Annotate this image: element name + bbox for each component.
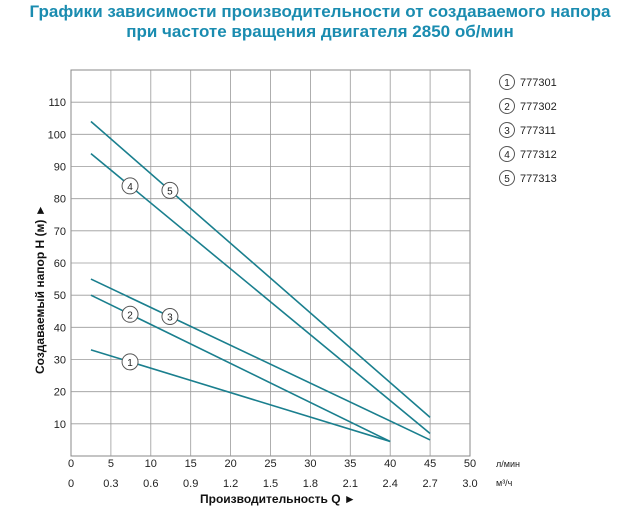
x-tick-label: 5 [108, 458, 114, 470]
x2-tick-label: 1.2 [223, 478, 238, 490]
legend-item-5: 5 777313 [499, 170, 557, 186]
y-tick-label: 90 [54, 162, 66, 174]
svg-text:2: 2 [504, 102, 510, 113]
series-marker-3: 3 [161, 308, 179, 326]
y-tick-label: 50 [54, 290, 66, 302]
y-tick-label: 10 [54, 419, 66, 431]
x-unit-label: л/мин [496, 459, 520, 469]
series-marker-1: 1 [121, 353, 139, 371]
x-tick-label: 20 [224, 458, 236, 470]
y-axis-label: Создаваемый напор H (м) ► [33, 204, 47, 374]
x2-tick-labels: 0 0.3 0.6 0.9 1.2 1.5 1.8 2.1 2.4 2.7 3.0 [68, 478, 478, 490]
legend: 1 777301 2 777302 3 777311 4 777312 5 777313 [499, 74, 557, 186]
series-marker-5: 5 [161, 181, 179, 199]
y-tick-label: 40 [54, 322, 66, 334]
series-markers: 1 2 3 4 5 [121, 177, 179, 371]
chart-title: Графики зависимости производительности о… [0, 2, 640, 42]
x-tick-labels: 0 5 10 15 20 25 30 35 40 45 50 [68, 458, 476, 470]
x-tick-label: 10 [145, 458, 157, 470]
x2-tick-label: 0 [68, 478, 74, 490]
y-tick-label: 70 [54, 226, 66, 238]
x-tick-label: 15 [185, 458, 197, 470]
x2-tick-label: 0.3 [103, 478, 118, 490]
svg-text:2: 2 [127, 310, 133, 321]
series-lines [90, 120, 431, 443]
legend-label: 777312 [520, 149, 557, 161]
svg-text:4: 4 [127, 182, 133, 193]
legend-label: 777302 [520, 101, 557, 113]
svg-text:3: 3 [167, 313, 173, 324]
grid-lines [71, 70, 470, 456]
svg-text:5: 5 [167, 186, 173, 197]
x2-tick-label: 1.5 [263, 478, 278, 490]
x-tick-label: 40 [384, 458, 396, 470]
series-line-3 [90, 278, 431, 441]
series-line-2 [90, 294, 391, 443]
legend-item-1: 1 777301 [499, 74, 557, 90]
legend-label: 777313 [520, 173, 557, 185]
svg-text:4: 4 [504, 150, 510, 161]
x2-tick-label: 3.0 [462, 478, 477, 490]
legend-item-4: 4 777312 [499, 146, 557, 162]
series-line-4 [90, 153, 431, 435]
series-marker-4: 4 [121, 177, 139, 195]
x2-tick-label: 2.4 [383, 478, 398, 490]
x-tick-label: 30 [304, 458, 316, 470]
y-tick-label: 80 [54, 194, 66, 206]
y-tick-label: 60 [54, 258, 66, 270]
x-tick-label: 35 [344, 458, 356, 470]
svg-text:1: 1 [504, 78, 510, 89]
legend-item-2: 2 777302 [499, 98, 557, 114]
y-tick-label: 110 [48, 97, 66, 109]
svg-text:3: 3 [504, 126, 510, 137]
series-line-1 [90, 349, 391, 443]
x2-tick-label: 0.9 [183, 478, 198, 490]
x2-tick-label: 1.8 [303, 478, 318, 490]
x2-tick-label: 2.1 [343, 478, 358, 490]
x2-tick-label: 2.7 [422, 478, 437, 490]
series-marker-2: 2 [121, 305, 139, 323]
chart-title-line-1: Графики зависимости производительности о… [29, 2, 611, 21]
y-tick-label: 30 [54, 355, 66, 367]
x-tick-label: 0 [68, 458, 74, 470]
chart-title-line-2: при частоте вращения двигателя 2850 об/м… [126, 22, 514, 41]
y-tick-label: 20 [54, 387, 66, 399]
legend-label: 777311 [520, 125, 556, 137]
series-line-5 [90, 120, 431, 419]
x-tick-label: 45 [424, 458, 436, 470]
x2-tick-label: 0.6 [143, 478, 158, 490]
legend-label: 777301 [520, 77, 557, 89]
x-axis-label: Производительность Q ► [200, 492, 356, 506]
legend-item-3: 3 777311 [499, 122, 556, 138]
svg-text:5: 5 [504, 174, 510, 185]
svg-text:1: 1 [127, 358, 133, 369]
x-tick-label: 25 [264, 458, 276, 470]
y-tick-labels: 10 20 30 40 50 60 70 80 90 100 110 [48, 97, 66, 431]
y-tick-label: 100 [48, 129, 66, 141]
x-tick-label: 50 [464, 458, 476, 470]
x2-unit-label: м³/ч [496, 478, 513, 488]
